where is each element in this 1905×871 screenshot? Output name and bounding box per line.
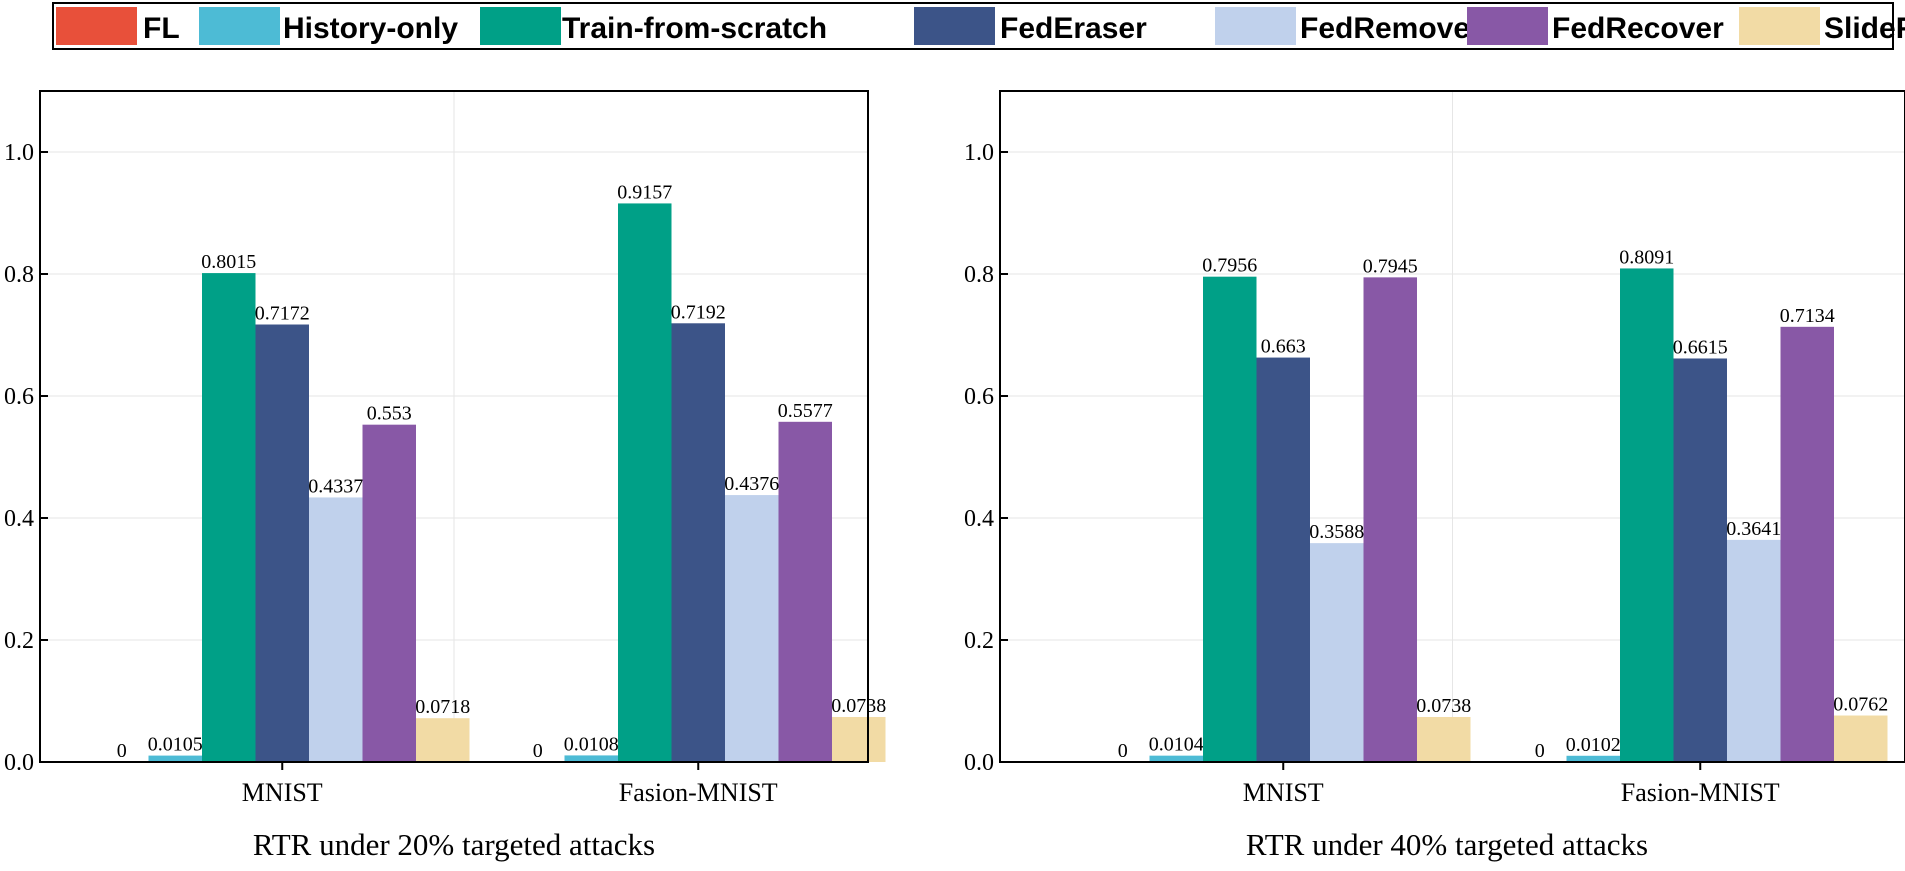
bar-federaser-fasion-mnist: [1673, 358, 1727, 762]
legend-swatch-fedrecover: [1467, 7, 1548, 45]
legend-label-fedrecover: FedRecover: [1552, 12, 1724, 45]
x-tick-label-mnist: MNIST: [1243, 778, 1324, 807]
value-label: 0.0104: [1149, 734, 1204, 756]
value-label: 0: [533, 740, 543, 762]
value-label: 0.0102: [1566, 734, 1621, 756]
value-label: 0.5577: [778, 400, 833, 422]
chart-panel-20-percent: 0 0 0.0105 0.0108 0.8015 0.9157 0.7172 0.7192 0.…: [4, 90, 886, 862]
bar-slidefu-mnist: [416, 718, 470, 762]
value-label: 0.6615: [1673, 336, 1728, 358]
y-tick-label: 0.8: [4, 262, 34, 288]
bar-train-from-scratch-fasion-mnist: [618, 203, 672, 763]
y-tick-label: 0.2: [964, 628, 994, 654]
bar-fedremover-fasion-mnist: [725, 495, 779, 762]
y-tick-label: 0.4: [4, 506, 34, 532]
value-label: 0.3588: [1309, 521, 1364, 543]
chart-caption: RTR under 40% targeted attacks: [1246, 827, 1648, 862]
y-tick-label: 0.6: [964, 384, 994, 410]
y-tick-label: 0.4: [964, 506, 994, 532]
x-tick-label-fasion-mnist: Fasion-MNIST: [1621, 778, 1780, 807]
legend-label-fedremover: FedRemover: [1300, 12, 1482, 45]
legend: FL History-only Train-from-scratch FedErase…: [52, 2, 1905, 50]
bar-train-from-scratch-fasion-mnist: [1620, 268, 1674, 762]
legend-label-train-from-scratch: Train-from-scratch: [562, 12, 827, 45]
legend-label-slidefu: SlideFU: [1824, 12, 1905, 45]
plot-frame: [999, 90, 1905, 763]
bar-train-from-scratch-mnist: [202, 273, 256, 762]
bar-fedrecover-mnist: [362, 424, 416, 762]
bar-slidefu-fasion-mnist: [832, 716, 886, 762]
bar-fedremover-fasion-mnist: [1727, 539, 1781, 762]
bar-federaser-mnist: [1256, 357, 1310, 762]
value-label: 0: [117, 740, 127, 762]
value-label: 0.9157: [617, 181, 672, 203]
y-tick-label: 0.8: [964, 262, 994, 288]
bar-fedrecover-fasion-mnist: [1780, 326, 1834, 762]
value-label: 0.4337: [308, 475, 363, 497]
legend-swatch-slidefu: [1739, 7, 1820, 45]
plot-frame: [39, 90, 869, 763]
legend-swatch-federaser: [914, 7, 995, 45]
legend-swatch-fl: [56, 7, 137, 45]
x-tick-label-mnist: MNIST: [242, 778, 323, 807]
value-label: 0.7172: [255, 303, 310, 325]
bar-slidefu-fasion-mnist: [1834, 715, 1888, 762]
x-tick-label-fasion-mnist: Fasion-MNIST: [619, 778, 778, 807]
y-tick-label: 1.0: [964, 140, 994, 166]
value-label: 0: [1535, 740, 1545, 762]
value-label: 0.7192: [671, 301, 726, 323]
chart-caption: RTR under 20% targeted attacks: [253, 827, 655, 862]
bar-history-only-fasion-mnist: [1566, 755, 1620, 762]
value-label: 0.0105: [148, 734, 203, 756]
y-tick-label: 0.6: [4, 384, 34, 410]
bar-fedremover-mnist: [1310, 543, 1364, 762]
bar-fedrecover-fasion-mnist: [778, 421, 832, 762]
y-tick-label: 1.0: [4, 140, 34, 166]
value-label: 0.0718: [415, 696, 470, 718]
value-label: 0.0738: [831, 695, 886, 717]
value-label: 0: [1118, 740, 1128, 762]
value-label: 0.8015: [201, 251, 256, 273]
legend-label-fl: FL: [143, 12, 180, 45]
value-label: 0.7945: [1363, 255, 1418, 277]
bar-history-only-fasion-mnist: [564, 755, 618, 762]
legend-swatch-history-only: [199, 7, 280, 45]
value-label: 0.553: [367, 403, 412, 425]
y-tick-label: 0.0: [964, 750, 994, 776]
bar-history-only-mnist: [1149, 755, 1203, 762]
value-label: 0.4376: [724, 473, 779, 495]
value-label: 0.0738: [1416, 695, 1471, 717]
legend-swatch-fedremover: [1215, 7, 1296, 45]
bar-fedrecover-mnist: [1363, 277, 1417, 762]
bar-slidefu-mnist: [1417, 716, 1471, 762]
value-label: 0.8091: [1619, 246, 1674, 268]
legend-label-history-only: History-only: [283, 12, 458, 45]
legend-frame: [52, 2, 1894, 50]
value-label: 0.7956: [1202, 255, 1257, 277]
legend-label-federaser: FedEraser: [1000, 12, 1147, 45]
bar-federaser-mnist: [255, 324, 309, 762]
chart-panel-40-percent: 0 0 0.0104 0.0102 0.7956 0.8091 0.663 0.6615 0.3…: [964, 90, 1905, 862]
bar-federaser-fasion-mnist: [671, 323, 725, 762]
bar-fedremover-mnist: [309, 497, 363, 762]
legend-swatch-train-from-scratch: [480, 7, 561, 45]
value-label: 0.663: [1261, 336, 1306, 358]
bar-train-from-scratch-mnist: [1203, 276, 1257, 762]
value-label: 0.7134: [1780, 305, 1835, 327]
value-label: 0.3641: [1726, 518, 1781, 540]
y-tick-label: 0.2: [4, 628, 34, 654]
value-label: 0.0762: [1833, 694, 1888, 716]
bar-history-only-mnist: [148, 755, 202, 762]
value-label: 0.0108: [564, 733, 619, 755]
y-tick-label: 0.0: [4, 750, 34, 776]
